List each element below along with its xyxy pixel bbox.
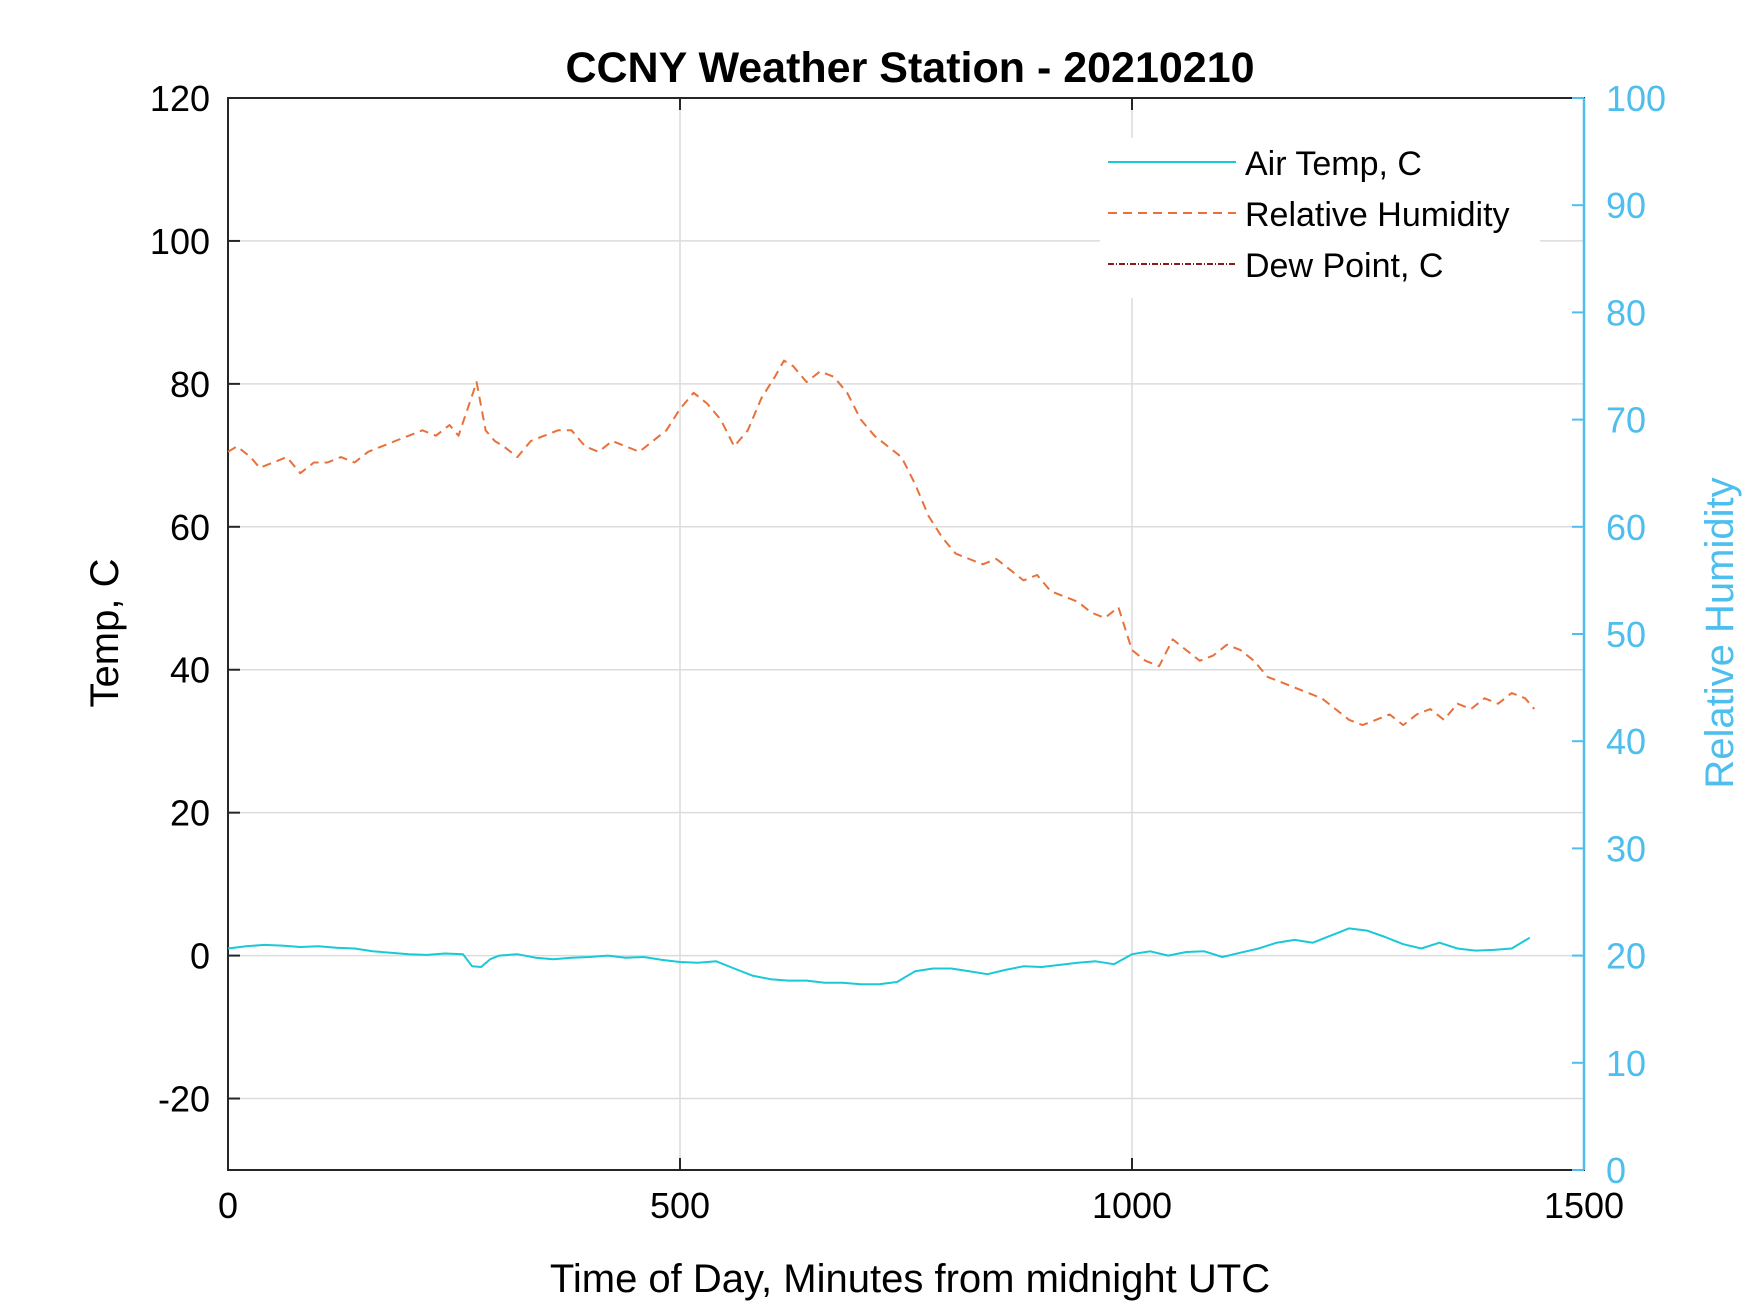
legend-label-dew-point: Dew Point, C	[1245, 247, 1443, 285]
y-right-tick-label: 20	[1606, 936, 1646, 977]
legend-label-air-temp: Air Temp, C	[1245, 145, 1422, 183]
x-tick-label: 500	[650, 1185, 710, 1226]
x-tick-label: 1500	[1544, 1185, 1624, 1226]
y-left-tick-label: 60	[170, 507, 210, 548]
y-right-tick-label: 50	[1606, 614, 1646, 655]
y-right-tick-label: 80	[1606, 292, 1646, 333]
y-right-tick-label: 40	[1606, 721, 1646, 762]
y-left-tick-label: 40	[170, 650, 210, 691]
y-left-tick-label: 100	[150, 221, 210, 262]
series-lines	[227, 359, 1536, 986]
y-axis-title-right: Relative Humidity	[1698, 477, 1742, 788]
series-line-air-temp	[227, 927, 1531, 986]
axes: 0 500 1000 1500 -20 0 20 40 60 80 100 120 0 10 20 30 40 5…	[150, 78, 1666, 1226]
y-right-tick-label: 30	[1606, 828, 1646, 869]
y-right-tick-label: 60	[1606, 507, 1646, 548]
y-right-tick-label: 90	[1606, 185, 1646, 226]
legend: Air Temp, C Relative Humidity Dew Point,…	[1100, 138, 1540, 298]
legend-label-relative-humidity: Relative Humidity	[1245, 196, 1510, 234]
y-left-tick-label: 120	[150, 78, 210, 119]
x-tick-label: 0	[218, 1185, 238, 1226]
x-tick-label: 1000	[1092, 1185, 1172, 1226]
y-right-tick-label: 100	[1606, 78, 1666, 119]
y-left-tick-label: 20	[170, 793, 210, 834]
legend-box	[1100, 138, 1540, 298]
y-left-tick-label: 80	[170, 364, 210, 405]
series-line-relative-humidity	[227, 359, 1536, 727]
y-right-tick-label: 70	[1606, 400, 1646, 441]
y-left-tick-label: 0	[190, 936, 210, 977]
chart-title: CCNY Weather Station - 20210210	[565, 44, 1254, 92]
y-axis-title-left: Temp, C	[83, 559, 127, 708]
y-left-tick-label: -20	[158, 1079, 210, 1120]
y-right-tick-label: 10	[1606, 1043, 1646, 1084]
x-axis-title: Time of Day, Minutes from midnight UTC	[550, 1257, 1270, 1301]
y-right-tick-label: 0	[1606, 1150, 1626, 1191]
